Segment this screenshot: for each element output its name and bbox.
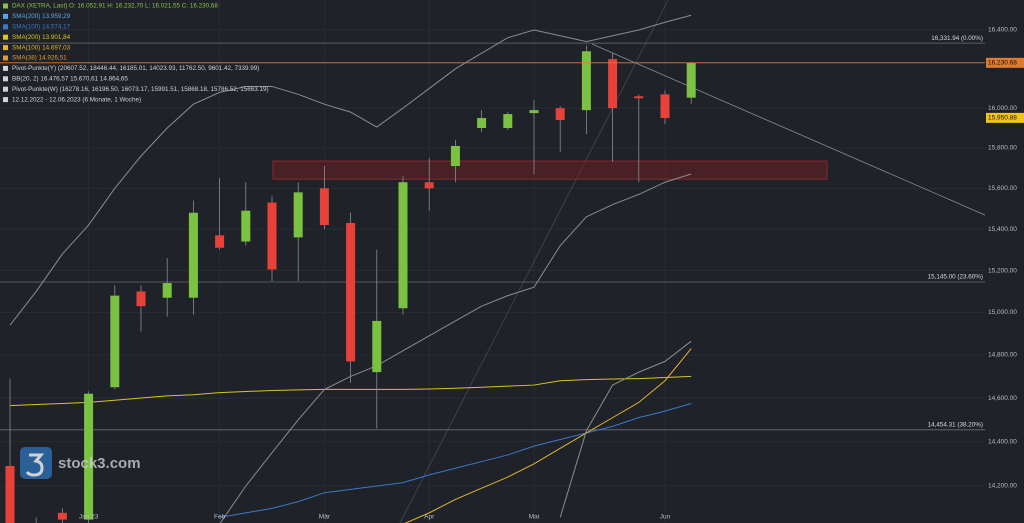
overlay-line: [9, 14, 692, 326]
candle-body: [57, 512, 67, 520]
candle-body: [136, 291, 146, 307]
candle-body: [608, 59, 618, 109]
legend-entry: 12.12.2022 - 12.06.2023 (6 Monate, 1 Woc…: [12, 96, 141, 103]
legend-icon: [3, 34, 8, 40]
overlay-line: [404, 348, 692, 523]
x-tick-label: Jun: [660, 514, 671, 521]
y-tick-label: 16,400.00: [988, 27, 1017, 34]
price-marker: [986, 112, 1024, 123]
legend-entry: DAX (XETRA, Last) O: 16.052,91 H: 16.232…: [12, 3, 218, 10]
candle-body: [215, 235, 225, 248]
y-tick-label: 14,200.00: [988, 483, 1017, 490]
legend-icon: [3, 3, 8, 9]
candle-body: [293, 192, 303, 238]
overlay-line: [219, 402, 692, 518]
legend-icon: [3, 13, 8, 19]
watermark: stock3.com: [20, 447, 141, 479]
candle-body: [634, 96, 644, 99]
candle-body: [372, 320, 382, 373]
candle-body: [188, 212, 198, 298]
x-tick-label: Apr: [424, 514, 435, 521]
watermark-logo: [20, 447, 52, 479]
trend-line: [591, 43, 985, 216]
candle-body: [555, 108, 565, 121]
candle-body: [529, 110, 539, 114]
y-tick-label: 15,400.00: [988, 226, 1017, 233]
watermark-logo-mark: [25, 453, 45, 477]
price-marker-label: 16,230.68: [988, 60, 1017, 67]
y-tick-label: 15,800.00: [988, 145, 1017, 152]
legend-icon: [3, 65, 8, 71]
candle-body: [686, 62, 696, 98]
candle-body: [503, 114, 513, 128]
candle-body: [581, 51, 591, 111]
legend-entry: SMA(200) 13.901,84: [12, 34, 71, 41]
candle-body: [424, 182, 434, 189]
watermark-text: stock3.com: [58, 455, 141, 472]
legend-entry: SMA(100) 14.697,03: [12, 44, 71, 51]
y-tick-label: 15,600.00: [988, 185, 1017, 192]
overlay-line: [219, 173, 692, 523]
y-tick-label: 14,800.00: [988, 352, 1017, 359]
fib-label: 14,454.31 (38.20%): [928, 421, 983, 428]
y-tick-label: 14,600.00: [988, 395, 1017, 402]
candle-body: [84, 393, 94, 520]
candle-body: [241, 210, 251, 242]
legend: DAX (XETRA, Last) O: 16.052,91 H: 16.232…: [3, 3, 269, 103]
candle-body: [5, 465, 15, 523]
legend-entry: Pivot-Punkte(Y) (20607.52, 18446.44, 161…: [12, 65, 259, 72]
x-tick-label: Jan 23: [79, 514, 99, 521]
legend-icon: [3, 55, 8, 61]
candle-body: [660, 94, 670, 119]
candle-body: [110, 295, 120, 388]
legend-entry: SMA(38) 14.926,51: [12, 55, 67, 62]
overlay-line: [9, 375, 692, 407]
legend-icon: [3, 76, 8, 82]
price-marker: [986, 57, 1024, 68]
candle-body: [267, 202, 277, 270]
legend-icon: [3, 45, 8, 51]
x-tick-label: Mär: [319, 514, 331, 521]
candle-body: [162, 283, 172, 298]
grid: [0, 0, 985, 523]
legend-entry: Pivot-Punkte(W) (16278.16, 16196.50, 160…: [12, 86, 269, 93]
price-marker-label: 15,950.88: [988, 115, 1017, 122]
legend-icon: [3, 97, 8, 103]
fib-label: 16,331.94 (0.00%): [931, 35, 983, 42]
candle-body: [450, 145, 460, 167]
y-tick-label: 15,000.00: [988, 309, 1017, 316]
legend-icon: [3, 86, 8, 92]
y-tick-label: 14,400.00: [988, 438, 1017, 445]
candle-body: [319, 188, 329, 226]
fib-label: 15,145.00 (23.60%): [928, 274, 983, 281]
overlay-line: [559, 340, 692, 518]
legend-entry: SMA(200) 13.959,29: [12, 13, 71, 20]
legend-entry: SMA(100) 14.574,17: [12, 23, 71, 30]
y-tick-label: 15,200.00: [988, 267, 1017, 274]
y-tick-label: 16,000.00: [988, 105, 1017, 112]
legend-entry: BB(20, 2) 16.476,57 15.670,61 14.864,65: [12, 75, 128, 82]
x-tick-label: Mai: [529, 514, 539, 521]
candle-body: [346, 222, 356, 362]
candle-body: [398, 182, 408, 309]
trend-line: [399, 0, 669, 523]
x-tick-label: Feb: [214, 514, 226, 521]
legend-icon: [3, 24, 8, 30]
candle-body: [477, 118, 487, 128]
zone: [272, 160, 828, 180]
price-axis: 14,200.00 14,400.00 14,600.00 14,800.00 15,0…: [986, 27, 1024, 490]
